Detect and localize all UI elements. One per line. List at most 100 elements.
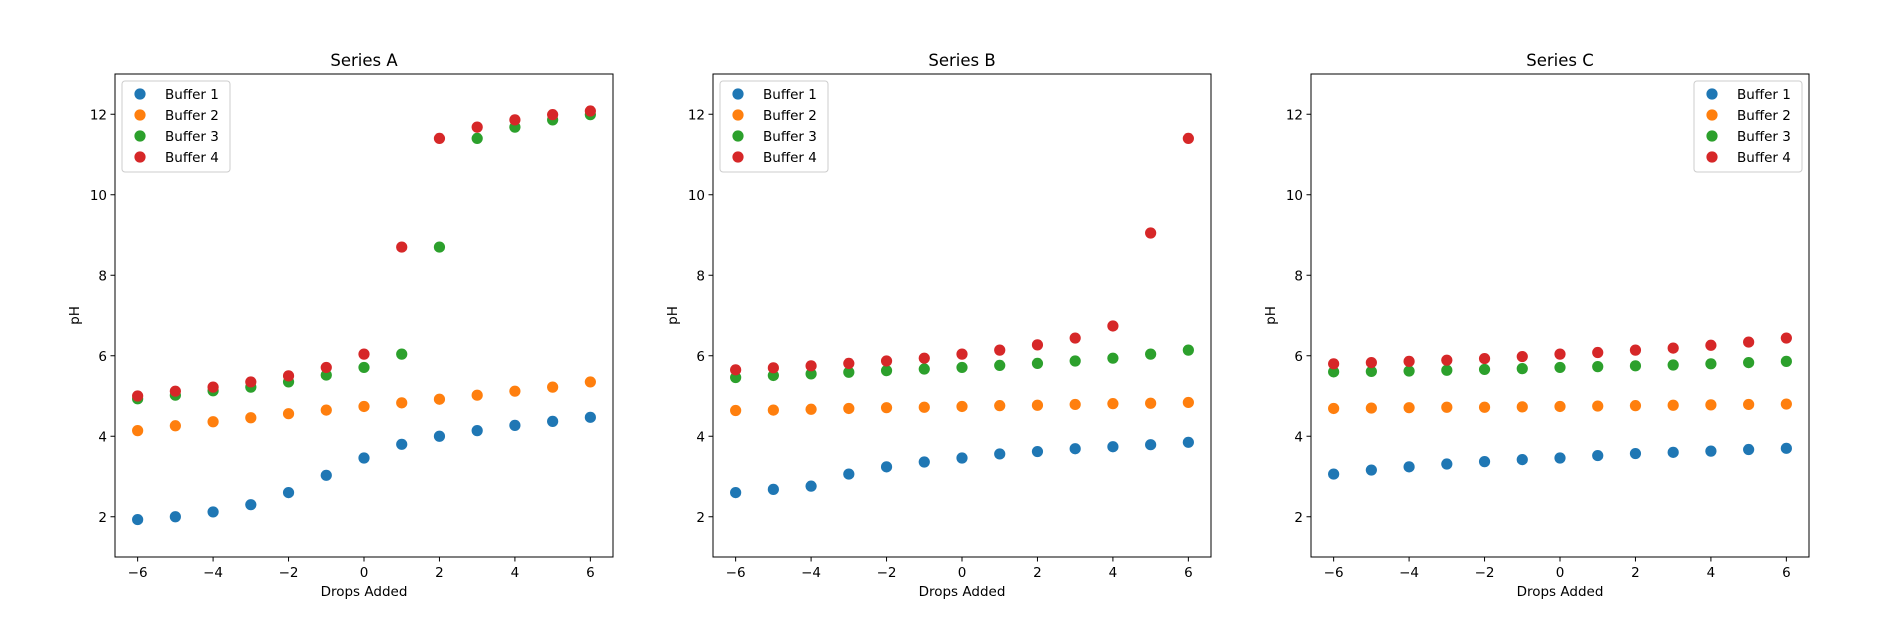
point-buffer-4-11 xyxy=(1743,336,1755,348)
point-buffer-2-10 xyxy=(1107,398,1119,410)
point-buffer-2-4 xyxy=(1478,401,1491,413)
x-tick-label: 2 xyxy=(435,565,444,581)
point-buffer-4-9 xyxy=(1667,342,1679,354)
point-buffer-1-11 xyxy=(1743,443,1755,456)
point-buffer-1-10 xyxy=(509,419,521,431)
y-tick-label: 2 xyxy=(98,510,107,526)
point-buffer-2-6 xyxy=(358,400,370,413)
legend-marker xyxy=(134,151,146,163)
legend: Buffer 1 Buffer 2 Buffer 3 Buffer 4 xyxy=(719,80,829,173)
point-buffer-2-10 xyxy=(1705,399,1717,411)
data-points xyxy=(132,105,596,526)
y-tick-label: 12 xyxy=(688,107,705,123)
point-buffer-1-2 xyxy=(805,480,817,492)
point-buffer-2-3 xyxy=(1441,401,1453,413)
point-buffer-3-11 xyxy=(1743,356,1755,369)
legend-marker xyxy=(732,109,744,121)
y-axis-label: pH xyxy=(67,306,83,325)
y-tick-label: 12 xyxy=(90,107,107,123)
point-buffer-4-5 xyxy=(320,361,332,374)
point-buffer-4-4 xyxy=(880,355,893,367)
y-tick-label: 6 xyxy=(696,349,705,365)
point-buffer-4-2 xyxy=(805,360,817,372)
legend-box xyxy=(719,80,829,173)
y-tick-label: 10 xyxy=(1286,188,1303,204)
x-tick-label: 6 xyxy=(586,565,595,581)
y-axis-label: pH xyxy=(1263,306,1279,325)
chart-title: Series B xyxy=(928,51,995,70)
point-buffer-3-2 xyxy=(1403,365,1415,377)
point-buffer-1-3 xyxy=(843,468,855,480)
legend: Buffer 1 Buffer 2 Buffer 3 Buffer 4 xyxy=(121,80,231,173)
point-buffer-3-0 xyxy=(1328,366,1340,378)
y-tick-label: 4 xyxy=(696,429,705,445)
chart-title: Series C xyxy=(1526,51,1594,70)
point-buffer-4-11 xyxy=(547,109,559,121)
point-buffer-2-9 xyxy=(1667,399,1679,411)
point-buffer-4-4 xyxy=(282,370,295,382)
legend-label: Buffer 2 xyxy=(165,108,219,124)
data-points xyxy=(730,132,1194,499)
point-buffer-2-12 xyxy=(1182,396,1194,409)
y-tick-label: 8 xyxy=(696,268,705,284)
point-buffer-1-8 xyxy=(1031,445,1044,458)
point-buffer-1-3 xyxy=(245,499,257,511)
point-buffer-3-6 xyxy=(956,361,968,374)
point-buffer-2-4 xyxy=(880,402,893,414)
x-tick-label: −2 xyxy=(279,565,299,581)
x-tick-label: 6 xyxy=(1184,565,1193,581)
y-tick-label: 2 xyxy=(1294,510,1303,526)
legend-marker xyxy=(1706,130,1718,142)
point-buffer-4-8 xyxy=(1031,339,1044,351)
point-buffer-4-1 xyxy=(1365,356,1377,369)
point-buffer-1-5 xyxy=(1516,453,1528,466)
chart-title: Series A xyxy=(330,51,398,70)
legend-marker xyxy=(134,130,146,142)
x-tick-label: 4 xyxy=(1707,565,1716,581)
point-buffer-2-2 xyxy=(1403,402,1415,414)
point-buffer-4-12 xyxy=(1182,132,1194,144)
point-buffer-2-4 xyxy=(282,408,295,420)
x-tick-label: −2 xyxy=(1475,565,1495,581)
point-buffer-1-12 xyxy=(1780,442,1792,454)
point-buffer-1-5 xyxy=(918,456,930,468)
point-buffer-3-10 xyxy=(1705,358,1717,370)
point-buffer-4-12 xyxy=(584,105,596,117)
point-buffer-2-0 xyxy=(132,425,144,437)
point-buffer-4-1 xyxy=(169,385,181,397)
point-buffer-4-10 xyxy=(1705,339,1717,351)
point-buffer-3-4 xyxy=(1478,363,1491,376)
point-buffer-4-12 xyxy=(1780,332,1792,344)
point-buffer-2-0 xyxy=(730,404,742,417)
y-tick-label: 4 xyxy=(98,429,107,445)
point-buffer-1-0 xyxy=(1328,468,1340,480)
point-buffer-2-5 xyxy=(320,404,332,416)
point-buffer-2-1 xyxy=(169,420,181,432)
point-buffer-4-8 xyxy=(433,132,446,144)
point-buffer-3-3 xyxy=(843,366,855,378)
legend-label: Buffer 4 xyxy=(763,150,817,166)
legend-marker xyxy=(134,88,146,100)
point-buffer-1-10 xyxy=(1705,445,1717,457)
x-tick-label: −2 xyxy=(877,565,897,581)
point-buffer-2-5 xyxy=(918,401,930,413)
point-buffer-3-6 xyxy=(358,361,370,374)
point-buffer-1-1 xyxy=(1365,464,1377,476)
point-buffer-4-4 xyxy=(1478,352,1491,365)
y-tick-label: 12 xyxy=(1286,107,1303,123)
y-tick-label: 6 xyxy=(1294,349,1303,365)
point-buffer-2-1 xyxy=(767,404,779,416)
legend-box xyxy=(1693,80,1803,173)
point-buffer-2-12 xyxy=(1780,398,1792,410)
x-tick-label: −6 xyxy=(726,565,746,581)
point-buffer-3-7 xyxy=(994,359,1006,372)
y-tick-label: 6 xyxy=(98,349,107,365)
point-buffer-1-1 xyxy=(169,511,181,523)
point-buffer-4-0 xyxy=(132,390,144,402)
point-buffer-3-11 xyxy=(1145,348,1157,360)
legend-label: Buffer 4 xyxy=(1737,150,1791,166)
point-buffer-3-9 xyxy=(1069,355,1081,367)
y-tick-label: 8 xyxy=(98,268,107,284)
point-buffer-2-8 xyxy=(1629,400,1642,412)
point-buffer-4-3 xyxy=(1441,354,1453,366)
